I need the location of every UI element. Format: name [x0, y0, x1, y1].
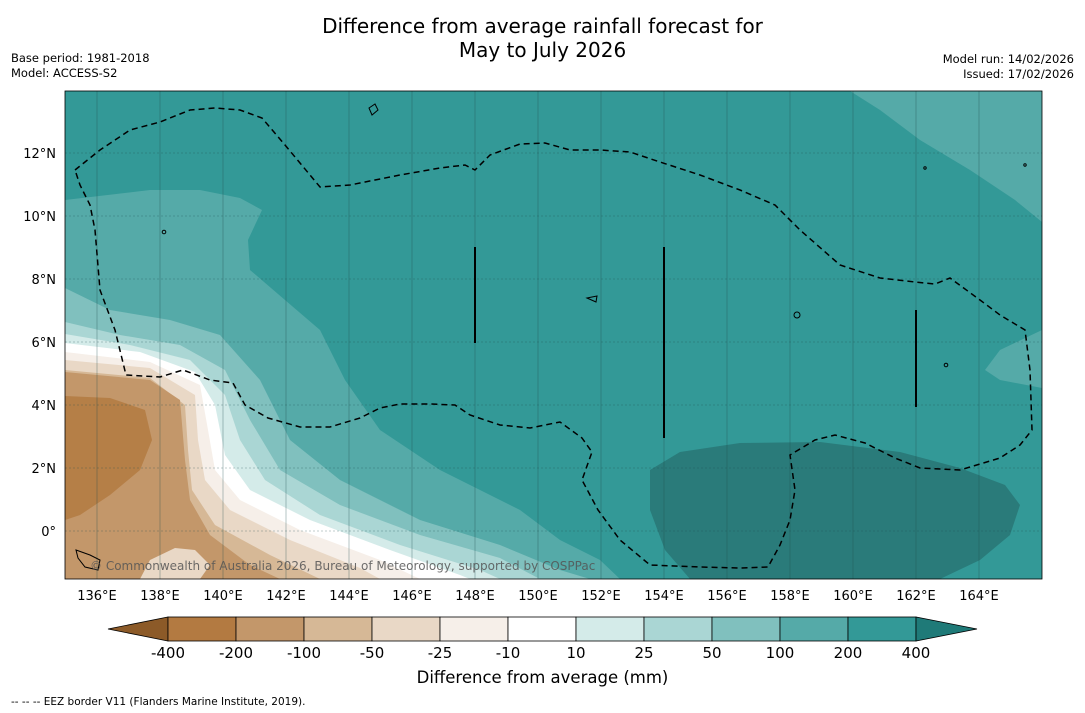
island-palau — [161, 229, 167, 235]
field-100-200-east — [985, 330, 1042, 388]
lat-tick-label: 12°N — [23, 147, 56, 162]
colorbar-tick-label: -200 — [219, 644, 253, 662]
map-credit: © Commonwealth of Australia 2026, Bureau… — [90, 559, 595, 573]
colorbar-bin — [575, 616, 645, 642]
colorbar-tick-label: -100 — [287, 644, 321, 662]
colorbar-title: Difference from average (mm) — [416, 668, 669, 687]
colorbar-tick-label: 10 — [566, 644, 585, 662]
base-period: Base period: 1981-2018 — [11, 51, 150, 65]
base-info: Base period: 1981-2018 Model: ACCESS-S2 — [11, 51, 150, 81]
map-frame — [64, 90, 1043, 580]
lat-tick-label: 0° — [41, 525, 56, 540]
colorbar-bin — [779, 616, 849, 642]
lon-tick-label: 138°E — [140, 589, 180, 604]
lat-tick-label: 4°N — [32, 399, 57, 414]
eez-footnote: -- -- -- EEZ border V11 (Flanders Marine… — [11, 696, 306, 708]
colorbar-ticks: -400 -200 -100 -50 -25 -10 10 25 50 100 200 400 — [151, 644, 930, 662]
field-400-plus — [650, 442, 1020, 579]
lon-tick-label: 150°E — [518, 589, 558, 604]
colorbar-tick-label: 25 — [634, 644, 653, 662]
island-new-guinea-coast — [75, 549, 101, 571]
lon-tick-label: 146°E — [392, 589, 432, 604]
colorbar-bin — [711, 616, 781, 642]
issued-date: Issued: 17/02/2026 — [963, 67, 1074, 81]
lat-tick-label: 8°N — [32, 273, 57, 288]
lon-tick-label: 158°E — [770, 589, 810, 604]
anomaly-field — [65, 91, 1042, 579]
lon-tick-label: 136°E — [77, 589, 117, 604]
latitude-axis: 12°N 10°N 8°N 6°N 4°N 2°N 0° — [23, 147, 56, 540]
lon-tick-label: 164°E — [959, 589, 999, 604]
field-neg-200-400 — [65, 396, 152, 520]
colorbar-extend-high — [915, 616, 978, 642]
lon-tick-label: 142°E — [266, 589, 306, 604]
colorbar — [107, 616, 978, 642]
colorbar-tick-label: 100 — [766, 644, 795, 662]
lat-tick-label: 6°N — [32, 336, 57, 351]
lon-tick-label: 152°E — [581, 589, 621, 604]
title-line-1: Difference from average rainfall forecas… — [322, 14, 763, 38]
title-line-2: May to July 2026 — [458, 38, 627, 62]
island-chuuk — [585, 295, 598, 303]
field-100-200-ne — [850, 91, 1042, 222]
chart-title: Difference from average rainfall forecas… — [0, 14, 1085, 62]
lat-tick-label: 10°N — [23, 210, 56, 225]
model-run-date: Model run: 14/02/2026 — [942, 52, 1074, 66]
island-pohnpei — [793, 311, 801, 319]
lon-tick-label: 144°E — [329, 589, 369, 604]
lon-tick-label: 154°E — [644, 589, 684, 604]
colorbar-tick-label: 400 — [902, 644, 931, 662]
field-neg-small — [140, 548, 210, 579]
colorbar-bin — [507, 616, 577, 642]
islands — [75, 103, 1027, 571]
lon-tick-label: 140°E — [203, 589, 243, 604]
lat-tick-label: 2°N — [32, 462, 57, 477]
colorbar-tick-label: 50 — [702, 644, 721, 662]
colorbar-tick-label: 200 — [834, 644, 863, 662]
colorbar-tick-label: -50 — [360, 644, 385, 662]
colorbar-tick-label: -10 — [496, 644, 521, 662]
island-kosrae — [943, 362, 949, 368]
colorbar-bin — [847, 616, 917, 642]
lon-tick-label: 156°E — [707, 589, 747, 604]
colorbar-bin — [303, 616, 373, 642]
colorbar-bin — [643, 616, 713, 642]
colorbar-bin — [371, 616, 441, 642]
island-n — [923, 166, 927, 170]
colorbar-tick-label: -25 — [428, 644, 453, 662]
lon-tick-label: 162°E — [896, 589, 936, 604]
island-ne — [1023, 163, 1027, 167]
map-line-features — [474, 247, 917, 438]
lon-tick-label: 160°E — [833, 589, 873, 604]
eez-border — [74, 107, 1033, 569]
colorbar-tick-label: -400 — [151, 644, 185, 662]
longitude-axis: 136°E 138°E 140°E 142°E 144°E 146°E 148°E 150°E… — [77, 589, 999, 604]
colorbar-bin — [167, 616, 237, 642]
lon-tick-label: 148°E — [455, 589, 495, 604]
run-info: Model run: 14/02/2026 Issued: 17/02/2026 — [943, 52, 1074, 82]
island-guam — [368, 103, 379, 116]
colorbar-bin — [439, 616, 509, 642]
colorbar-bin — [235, 616, 305, 642]
model-name: Model: ACCESS-S2 — [11, 66, 118, 80]
colorbar-extend-low — [107, 616, 169, 642]
